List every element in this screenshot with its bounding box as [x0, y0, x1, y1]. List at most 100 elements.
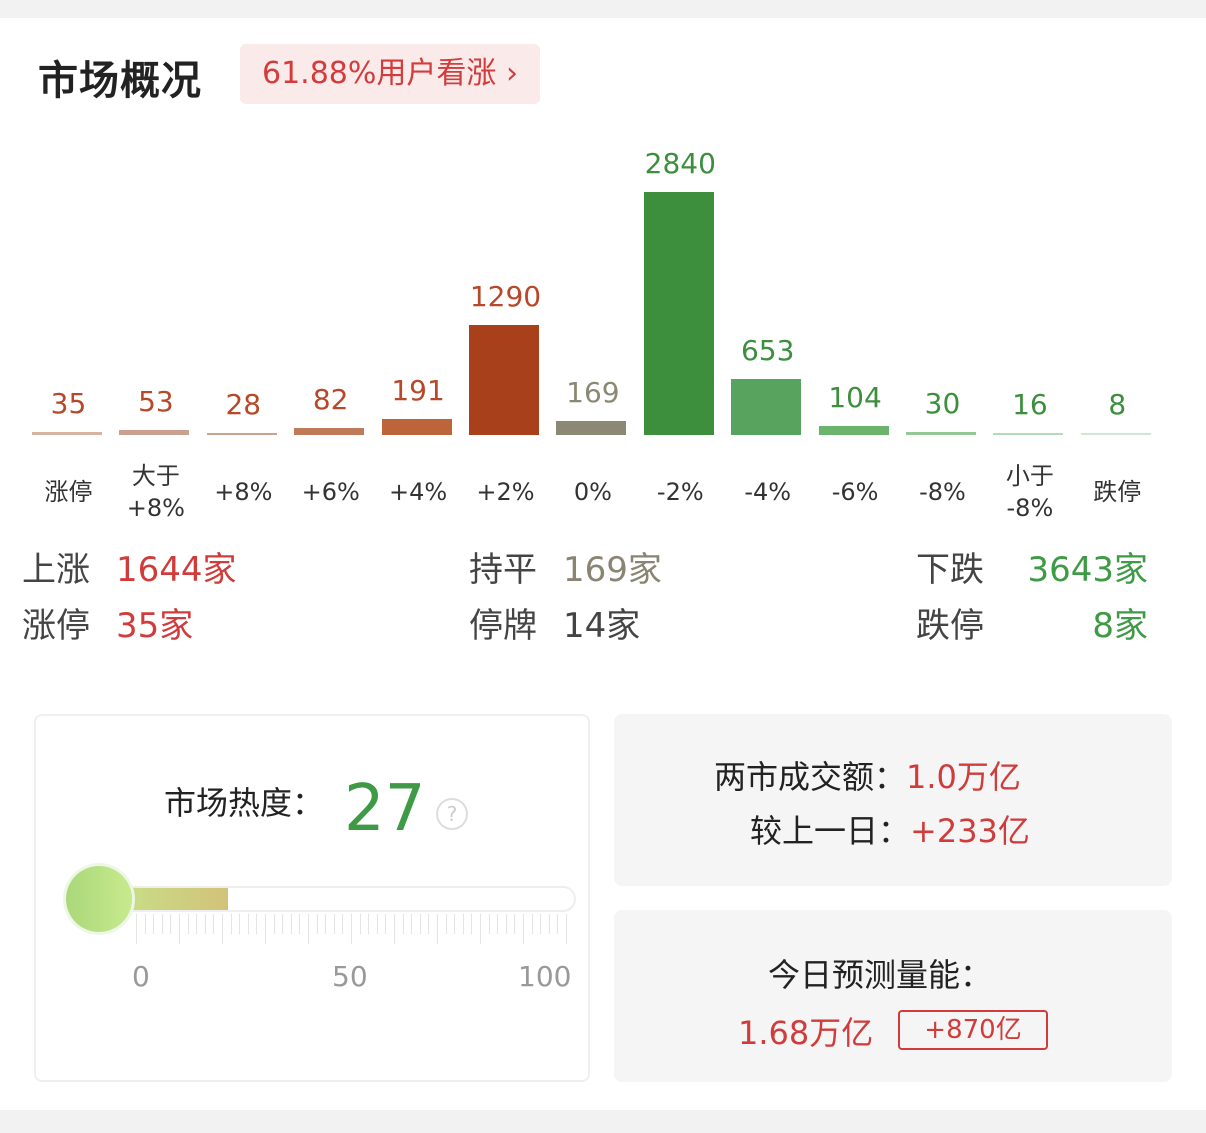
scale-tick	[196, 914, 198, 934]
heat-tick-50: 50	[332, 960, 368, 993]
bar-0	[32, 432, 102, 435]
bar-value-label: 653	[740, 334, 795, 368]
page-title: 市场概况	[38, 58, 202, 104]
stat-flat: 持平 169家	[469, 542, 662, 591]
bar-9	[818, 426, 889, 435]
bar-6	[556, 420, 627, 435]
bar-3	[294, 427, 365, 435]
category-label: +6%	[301, 478, 360, 506]
scale-tick	[213, 914, 215, 934]
forecast-label: 今日预测量能：	[768, 956, 993, 994]
scale-tick	[497, 914, 499, 934]
scale-tick	[325, 914, 327, 934]
scale-tick	[179, 914, 180, 944]
heat-tick-100: 100	[518, 960, 572, 993]
scale-tick	[471, 914, 473, 934]
stat-flat-label: 持平	[469, 550, 537, 590]
scale-tick	[222, 914, 223, 944]
stat-up: 上涨 1644家	[22, 542, 237, 591]
heat-track	[98, 886, 576, 912]
scale-tick	[144, 914, 146, 934]
bar-value-label: 30	[924, 387, 961, 421]
scale-tick	[187, 914, 189, 934]
bar-value-label: 82	[312, 382, 349, 416]
scale-tick	[342, 914, 344, 934]
stat-limit-up-label: 涨停	[22, 606, 90, 646]
bar-value-label: 1290	[469, 279, 542, 313]
bar-11	[993, 433, 1064, 435]
category-label: 小于 -8%	[1005, 462, 1054, 522]
bar-value-label: 8	[1108, 388, 1127, 421]
bar-8	[731, 379, 802, 435]
scale-tick	[333, 914, 335, 934]
stat-suspended: 停牌 14家	[469, 598, 640, 647]
stat-down: 下跌 3643家	[916, 542, 1148, 591]
scale-tick	[428, 914, 430, 934]
scale-tick	[136, 914, 137, 944]
bar-12	[1080, 433, 1151, 435]
bar-value-label: 16	[1012, 388, 1048, 421]
bar-4	[381, 418, 452, 435]
scale-tick	[316, 914, 318, 934]
scale-tick	[394, 914, 395, 944]
bar-10	[906, 432, 976, 435]
sentiment-text: 61.88%用户看涨	[262, 56, 497, 91]
distribution-chart: 35 涨停 53 大于 +8% 28 +8% 82 +6% 191 +4% 1290 +2% 169 0% 2…	[0, 130, 1206, 530]
scale-tick	[290, 914, 292, 934]
forecast-diff-badge: +870亿	[898, 1010, 1048, 1050]
heat-fill	[100, 888, 228, 910]
category-label: +8%	[214, 478, 273, 506]
stat-up-label: 上涨	[22, 550, 90, 590]
scale-tick	[411, 914, 413, 934]
scale-tick	[488, 914, 490, 934]
scale-tick	[540, 914, 542, 934]
scale-tick	[419, 914, 421, 934]
turnover-panel: 两市成交额：1.0万亿 较上一日：+233亿	[614, 714, 1172, 886]
scale-tick	[368, 914, 370, 934]
stat-down-label: 下跌	[916, 550, 984, 590]
scale-tick	[265, 914, 266, 944]
category-label: 涨停	[44, 478, 93, 506]
bar-value-label: 53	[138, 385, 174, 419]
scale-tick	[523, 914, 524, 944]
stat-limit-down: 跌停 8家	[916, 598, 1148, 647]
scale-tick	[462, 914, 464, 934]
scale-tick	[385, 914, 387, 934]
scale-tick	[282, 914, 284, 934]
forecast-panel: 今日预测量能： 1.68万亿 +870亿	[614, 910, 1172, 1082]
bar-2	[206, 432, 277, 435]
scale-tick	[351, 914, 352, 944]
stat-limit-down-label: 跌停	[916, 606, 984, 646]
sentiment-badge[interactable]: 61.88%用户看涨 ›	[240, 44, 540, 104]
stat-limit-down-value: 8家	[1092, 606, 1148, 646]
heat-scale-ticks	[136, 914, 567, 946]
scale-tick	[557, 914, 559, 934]
scale-tick	[531, 914, 533, 934]
category-label: +2%	[476, 478, 535, 506]
scale-tick	[514, 914, 516, 934]
stat-down-value: 3643家	[1027, 550, 1148, 590]
scale-tick	[247, 914, 249, 934]
scale-tick	[153, 914, 155, 934]
bar-value-label: 2840	[644, 147, 716, 180]
scale-tick	[170, 914, 172, 934]
scale-tick	[299, 914, 301, 934]
heat-bulb	[66, 866, 132, 932]
heat-value: 27	[344, 772, 426, 846]
stat-limit-up: 涨停 35家	[22, 598, 193, 647]
scale-tick	[480, 914, 481, 944]
stat-flat-value: 169家	[563, 550, 662, 590]
scale-tick	[204, 914, 206, 934]
scale-tick	[445, 914, 447, 934]
stat-suspended-value: 14家	[563, 606, 641, 646]
scale-tick	[566, 914, 567, 944]
stat-suspended-label: 停牌	[469, 606, 537, 646]
turnover-diff-value: +233亿	[910, 812, 1030, 850]
bar-value-label: 169	[566, 375, 620, 409]
heat-tick-0: 0	[132, 960, 150, 993]
bar-1	[119, 430, 190, 435]
turnover-label: 两市成交额：	[714, 758, 907, 796]
scale-tick	[256, 914, 258, 934]
chevron-right-icon: ›	[505, 56, 518, 91]
question-circle-icon[interactable]: ?	[436, 798, 468, 830]
